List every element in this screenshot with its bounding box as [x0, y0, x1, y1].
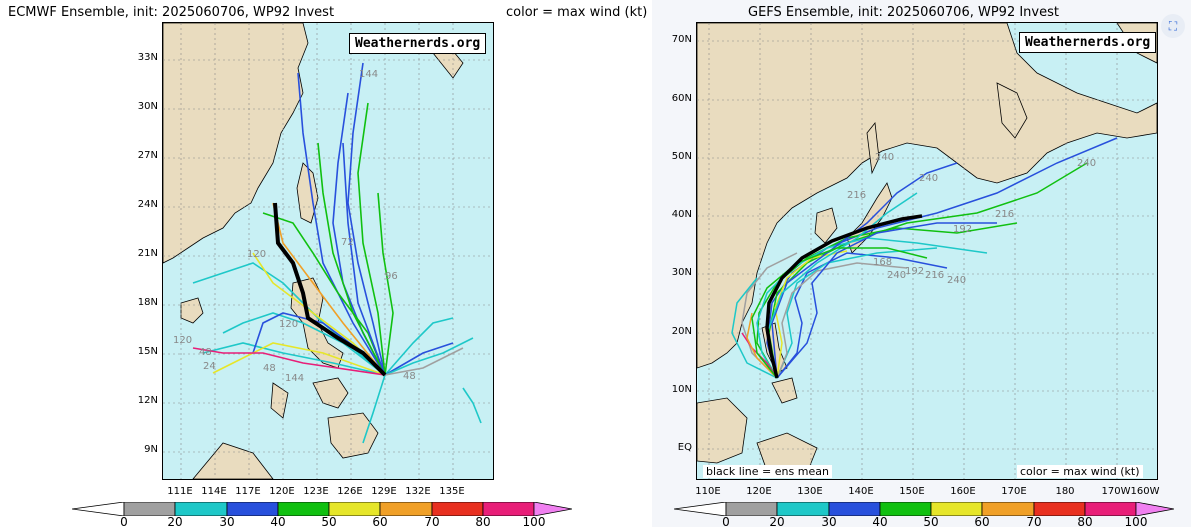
colorbar-tick: 70 — [1026, 515, 1042, 529]
lat-label: 33N — [137, 52, 158, 63]
colorbar-tick: 60 — [974, 515, 990, 529]
hour-label: 216 — [925, 270, 945, 281]
lon-label: 120E — [269, 486, 295, 497]
lat-label: 9N — [144, 444, 158, 455]
hour-label: 240 — [1077, 158, 1097, 169]
lon-label: 129E — [371, 486, 397, 497]
colorbar-tick: 70 — [424, 515, 440, 529]
hour-label: 48 — [199, 347, 212, 358]
lon-label: 180 — [1055, 486, 1075, 497]
colorbar-tick: 100 — [522, 515, 546, 529]
lon-label: 117E — [235, 486, 261, 497]
ecmwf-map-svg — [163, 23, 493, 479]
lat-label: 70N — [671, 34, 692, 45]
hour-label: 48 — [263, 363, 276, 374]
lon-label: 135E — [439, 486, 465, 497]
hour-label: 48 — [403, 371, 416, 382]
colorbar-tick: 0 — [120, 515, 128, 529]
hour-label: 168 — [873, 257, 893, 268]
colorbar-tick: 20 — [769, 515, 785, 529]
lon-label: 126E — [337, 486, 363, 497]
watermark-logo: Weathernerds.org — [1019, 32, 1157, 53]
lon-label: 170W — [1101, 486, 1131, 497]
lat-label: 30N — [137, 101, 158, 112]
hour-label: 240 — [919, 173, 939, 184]
lon-label: 132E — [405, 486, 431, 497]
ens-mean-note: black line = ens mean — [703, 465, 832, 478]
lat-label: 24N — [137, 199, 158, 210]
lon-label: 130E — [797, 486, 823, 497]
colorbar-tick: 30 — [219, 515, 235, 529]
lon-label: 170E — [1001, 486, 1027, 497]
ecmwf-color-note: color = max wind (kt) — [506, 5, 648, 20]
lat-label: 15N — [137, 346, 158, 357]
lat-label: EQ — [677, 442, 692, 453]
ecmwf-panel: ECMWF Ensemble, init: 2025060706, WP92 I… — [8, 5, 648, 529]
colorbar-tick: 80 — [1077, 515, 1093, 529]
gefs-map-svg — [697, 23, 1157, 479]
ecmwf-title: ECMWF Ensemble, init: 2025060706, WP92 I… — [8, 5, 335, 20]
lon-label: 110E — [695, 486, 721, 497]
hour-label: 72 — [341, 237, 354, 248]
colorbar-tick: 50 — [923, 515, 939, 529]
lat-label: 27N — [137, 150, 158, 161]
lat-label: 18N — [137, 297, 158, 308]
gefs-map: 240 240 216 216 192 168 240 192 216 240 … — [696, 22, 1158, 480]
lon-label: 140E — [848, 486, 874, 497]
hour-label: 216 — [995, 209, 1015, 220]
hour-label: 144 — [359, 69, 379, 80]
watermark-logo: Weathernerds.org — [349, 33, 487, 54]
hour-label: 24 — [203, 361, 216, 372]
hour-label: 240 — [887, 270, 907, 281]
hour-label: 144 — [285, 373, 305, 384]
gefs-panel: GEFS Ensemble, init: 2025060706, WP92 In… — [652, 0, 1191, 529]
hour-label: 240 — [947, 275, 967, 286]
hour-label: 216 — [847, 190, 867, 201]
hour-label: 192 — [905, 266, 925, 277]
colorbar-tick: 40 — [872, 515, 888, 529]
hour-label: 96 — [385, 271, 398, 282]
lon-label: 160E — [950, 486, 976, 497]
lon-label: 120E — [746, 486, 772, 497]
lon-label: 114E — [201, 486, 227, 497]
lon-label: 123E — [303, 486, 329, 497]
hour-label: 240 — [875, 152, 895, 163]
lat-label: 10N — [671, 384, 692, 395]
lat-label: 60N — [671, 93, 692, 104]
hour-label: 192 — [953, 224, 973, 235]
colorbar-tick: 80 — [475, 515, 491, 529]
gefs-color-note: color = max wind (kt) — [1017, 465, 1143, 478]
colorbar-tick: 30 — [821, 515, 837, 529]
colorbar-tick: 0 — [722, 515, 730, 529]
colorbar-tick: 60 — [372, 515, 388, 529]
gefs-colorbar — [674, 502, 1174, 516]
lat-label: 21N — [137, 248, 158, 259]
colorbar-tick: 100 — [1124, 515, 1148, 529]
colorbar-tick: 50 — [321, 515, 337, 529]
lat-label: 12N — [137, 395, 158, 406]
hour-label: 120 — [247, 249, 267, 260]
colorbar-tick: 20 — [167, 515, 183, 529]
lat-label: 50N — [671, 151, 692, 162]
gefs-title: GEFS Ensemble, init: 2025060706, WP92 In… — [748, 5, 1059, 20]
hour-label: 120 — [279, 319, 299, 330]
ecmwf-colorbar — [72, 502, 572, 516]
lat-label: 40N — [671, 209, 692, 220]
lat-label: 30N — [671, 267, 692, 278]
lon-label: 111E — [167, 486, 193, 497]
hour-label: 120 — [173, 335, 193, 346]
ecmwf-map: 144 96 120 48 24 48 48 144 120 120 72 We… — [162, 22, 494, 480]
lon-label: 160W — [1130, 486, 1160, 497]
lat-label: 20N — [671, 326, 692, 337]
lon-label: 150E — [899, 486, 925, 497]
colorbar-tick: 40 — [270, 515, 286, 529]
expand-icon[interactable]: ⛶ — [1161, 14, 1185, 38]
